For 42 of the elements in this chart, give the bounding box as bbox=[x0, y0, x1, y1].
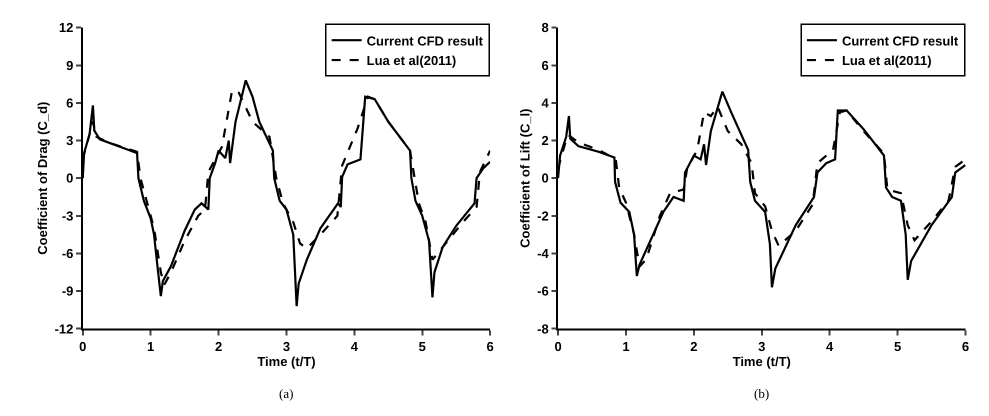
legend-label: Lua et al(2011) bbox=[842, 53, 932, 68]
y-tick-label: -12 bbox=[54, 321, 74, 336]
x-tick-label: 4 bbox=[826, 339, 834, 354]
legend-label: Lua et al(2011) bbox=[366, 53, 456, 68]
text: (b) bbox=[754, 386, 770, 401]
y-tick-label: -6 bbox=[537, 284, 549, 299]
y-tick-label: 9 bbox=[66, 58, 74, 73]
y-tick-label: -6 bbox=[62, 246, 74, 261]
legend-label: Current CFD result bbox=[366, 33, 484, 48]
x-tick-label: 1 bbox=[147, 339, 154, 354]
x-tick-label: 0 bbox=[554, 339, 562, 354]
x-tick-label: 4 bbox=[350, 339, 359, 354]
y-tick-label: 0 bbox=[66, 170, 74, 186]
y-tick-label: 6 bbox=[541, 58, 549, 73]
y-tick-label: -3 bbox=[62, 208, 74, 224]
y-tick-label: 0 bbox=[541, 170, 549, 186]
y-tick-label: -9 bbox=[62, 284, 74, 299]
x-tick-label: 6 bbox=[486, 339, 494, 354]
y-tick-label: 6 bbox=[66, 95, 74, 110]
y-tick-label: 2 bbox=[541, 133, 549, 148]
x-tick-label: 6 bbox=[962, 339, 970, 354]
y-tick-label: 4 bbox=[541, 95, 550, 110]
y-axis-title: Coefficient of Drag (C_d) bbox=[35, 102, 50, 255]
y-axis-title: Coefficient of Lift (C_l) bbox=[518, 108, 533, 248]
y-tick-label: -4 bbox=[537, 246, 550, 261]
x-tick-label: 5 bbox=[894, 339, 902, 354]
x-tick-label: 3 bbox=[282, 339, 290, 354]
legend-label: Current CFD result bbox=[842, 33, 959, 48]
x-axis-title: Time (t/T) bbox=[257, 354, 316, 370]
x-axis-title: Time (t/T) bbox=[732, 354, 791, 370]
y-tick-label: 8 bbox=[541, 20, 549, 36]
x-tick-label: 2 bbox=[214, 339, 222, 354]
y-tick-label: 3 bbox=[66, 133, 74, 148]
y-tick-label: -8 bbox=[537, 321, 549, 336]
y-tick-label: -2 bbox=[537, 208, 549, 224]
x-tick-label: 2 bbox=[690, 339, 698, 354]
y-tick-label: 12 bbox=[58, 20, 74, 36]
x-tick-label: 5 bbox=[418, 339, 426, 354]
x-tick-label: 3 bbox=[758, 339, 766, 354]
x-tick-label: 1 bbox=[622, 339, 630, 354]
x-tick-label: 0 bbox=[79, 339, 86, 354]
text: (a) bbox=[279, 386, 294, 401]
